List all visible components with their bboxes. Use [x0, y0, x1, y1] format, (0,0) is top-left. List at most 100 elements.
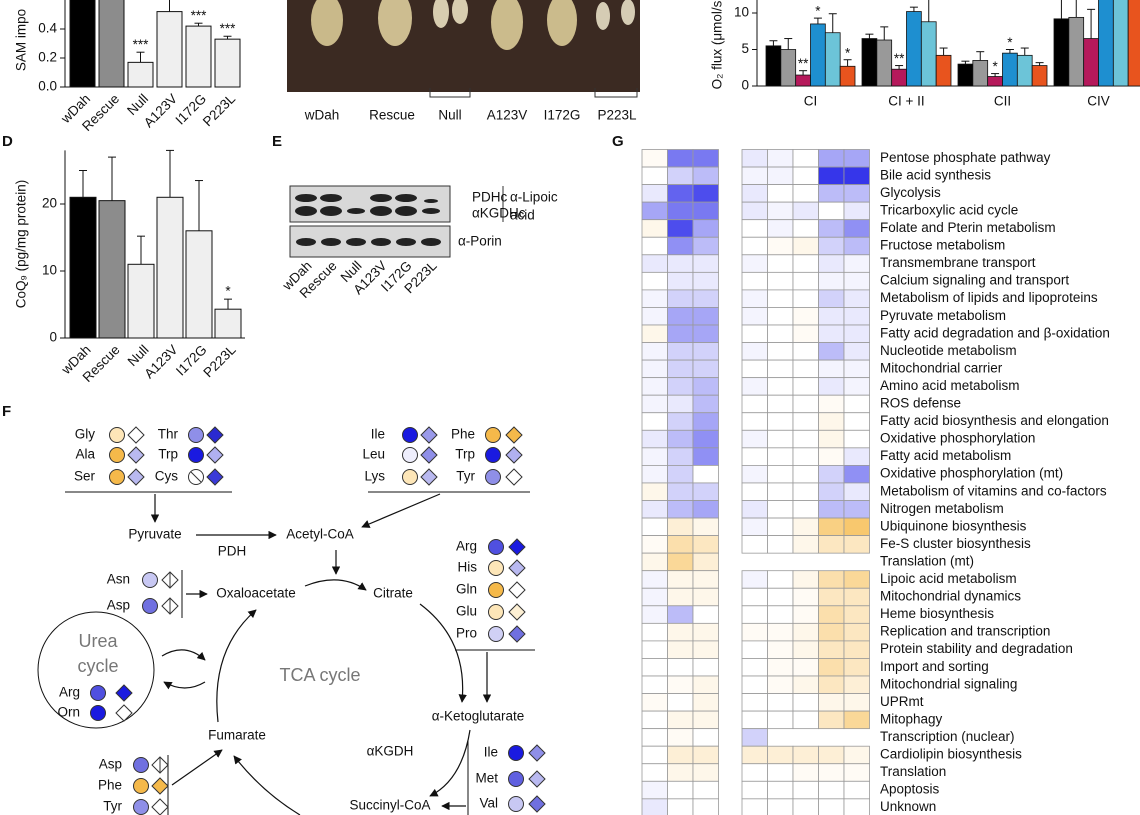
amino-circle: [485, 469, 501, 485]
heatmap-cell: [692, 798, 719, 815]
heatmap-cell: [792, 201, 819, 221]
heatmap-cell: [692, 728, 719, 747]
heatmap-cell: [818, 219, 845, 238]
heatmap-cell: [741, 780, 768, 800]
heatmap-cell: [843, 780, 870, 800]
row-label: Unknown: [880, 799, 936, 814]
amino-diamond: [420, 468, 438, 486]
bar: [810, 23, 826, 87]
heatmap-cell: [667, 570, 694, 589]
amino-acid-label: Ala: [75, 447, 95, 462]
significance-label: *: [1007, 35, 1013, 50]
heatmap-cell: [843, 675, 870, 694]
amino-acid-label: His: [458, 560, 478, 575]
row-label: Protein stability and degradation: [880, 641, 1073, 656]
heatmap-cell: [741, 798, 768, 815]
heatmap-cell: [818, 236, 845, 256]
heatmap-cell: [667, 798, 694, 815]
heatmap-cell: [641, 710, 668, 730]
bar: [935, 54, 952, 87]
panel-letter: G: [612, 133, 624, 150]
bar: [839, 65, 856, 87]
heatmap-cell: [767, 605, 794, 624]
heatmap-cell: [818, 324, 845, 343]
heatmap-cell: [767, 324, 794, 343]
heatmap-cell: [692, 622, 719, 642]
metabolite-label: αKGDH: [367, 744, 414, 759]
metabolite-label: Citrate: [373, 586, 413, 601]
amino-diamond: [115, 684, 133, 702]
amino-circle: [142, 598, 158, 614]
significance-label: **: [798, 56, 809, 71]
heatmap-cell: [641, 412, 668, 431]
row-label: Mitophagy: [880, 711, 943, 726]
heatmap-cell: [692, 570, 719, 589]
heatmap-cell: [767, 447, 794, 466]
significance-label: *: [992, 59, 998, 74]
cycle-label: cycle: [77, 656, 118, 676]
amino-acid-label: Glu: [456, 604, 477, 619]
heatmap-cell: [843, 693, 870, 712]
amino-diamond: [508, 581, 526, 599]
heatmap-cell: [792, 271, 819, 291]
row-label: Replication and transcription: [880, 624, 1050, 639]
heatmap-cell: [767, 184, 794, 203]
amino-acid-label: Asn: [107, 572, 130, 587]
heatmap-cell: [792, 394, 819, 414]
heatmap-cell: [692, 149, 719, 168]
row-label: Calcium signaling and transport: [880, 273, 1069, 288]
heatmap-cell: [641, 429, 668, 449]
y-tick-label: 0.4: [38, 21, 57, 36]
heatmap-cell: [692, 377, 719, 396]
amino-diamond: [528, 770, 546, 788]
heatmap-cell: [792, 464, 819, 484]
amino-diamond: [420, 446, 438, 464]
heatmap-cell: [641, 780, 668, 800]
y-tick-label: 0.0: [38, 79, 57, 94]
heatmap-cell: [741, 745, 768, 765]
heatmap-cell: [843, 622, 870, 642]
amino-diamond: [508, 559, 526, 577]
heatmap-cell: [792, 429, 819, 449]
pathway-arrows: [37, 491, 535, 815]
heatmap-cell: [843, 570, 870, 589]
amino-circle: [508, 745, 524, 761]
amino-circle: [488, 539, 504, 555]
bar: [1083, 38, 1099, 87]
heatmap-cell: [741, 622, 768, 642]
row-label: Apoptosis: [880, 782, 940, 797]
amino-diamond: [151, 777, 169, 795]
heatmap-cell: [641, 798, 668, 815]
heatmap-cell: [843, 394, 870, 414]
band-label: αKGDHc: [472, 206, 526, 221]
y-tick-label: 10: [734, 5, 749, 20]
heatmap-cell: [741, 201, 768, 221]
metabolite-label: Fumarate: [208, 728, 266, 743]
amino-circle: [90, 705, 106, 721]
genotype-label: Rescue: [369, 108, 415, 123]
row-label: Oxidative phosphorylation (mt): [880, 466, 1063, 481]
heatmap-cell: [641, 149, 668, 168]
x-tick-label: A123V: [141, 91, 180, 130]
amino-diamond: [206, 468, 224, 486]
heatmap-cell: [741, 763, 768, 782]
metabolite-label: Pyruvate: [128, 527, 181, 542]
heatmap-cell: [692, 254, 719, 273]
amino-circle: [109, 427, 125, 443]
heatmap-cell: [741, 710, 768, 730]
amino-circle: [133, 778, 149, 794]
heatmap-cell: [843, 640, 870, 659]
row-label: Folate and Pterin metabolism: [880, 220, 1056, 235]
heatmap-cell: [843, 500, 870, 519]
heatmap-cell: [767, 359, 794, 379]
amino-diamond: [127, 426, 145, 444]
significance-label: **: [894, 51, 905, 66]
heatmap-cell: [692, 500, 719, 519]
heatmap-cell: [767, 219, 794, 238]
amino-diamond: [528, 795, 546, 813]
heatmap-cell: [767, 394, 794, 414]
heatmap-cell: [692, 640, 719, 659]
y-tick-label: 5: [741, 41, 749, 56]
